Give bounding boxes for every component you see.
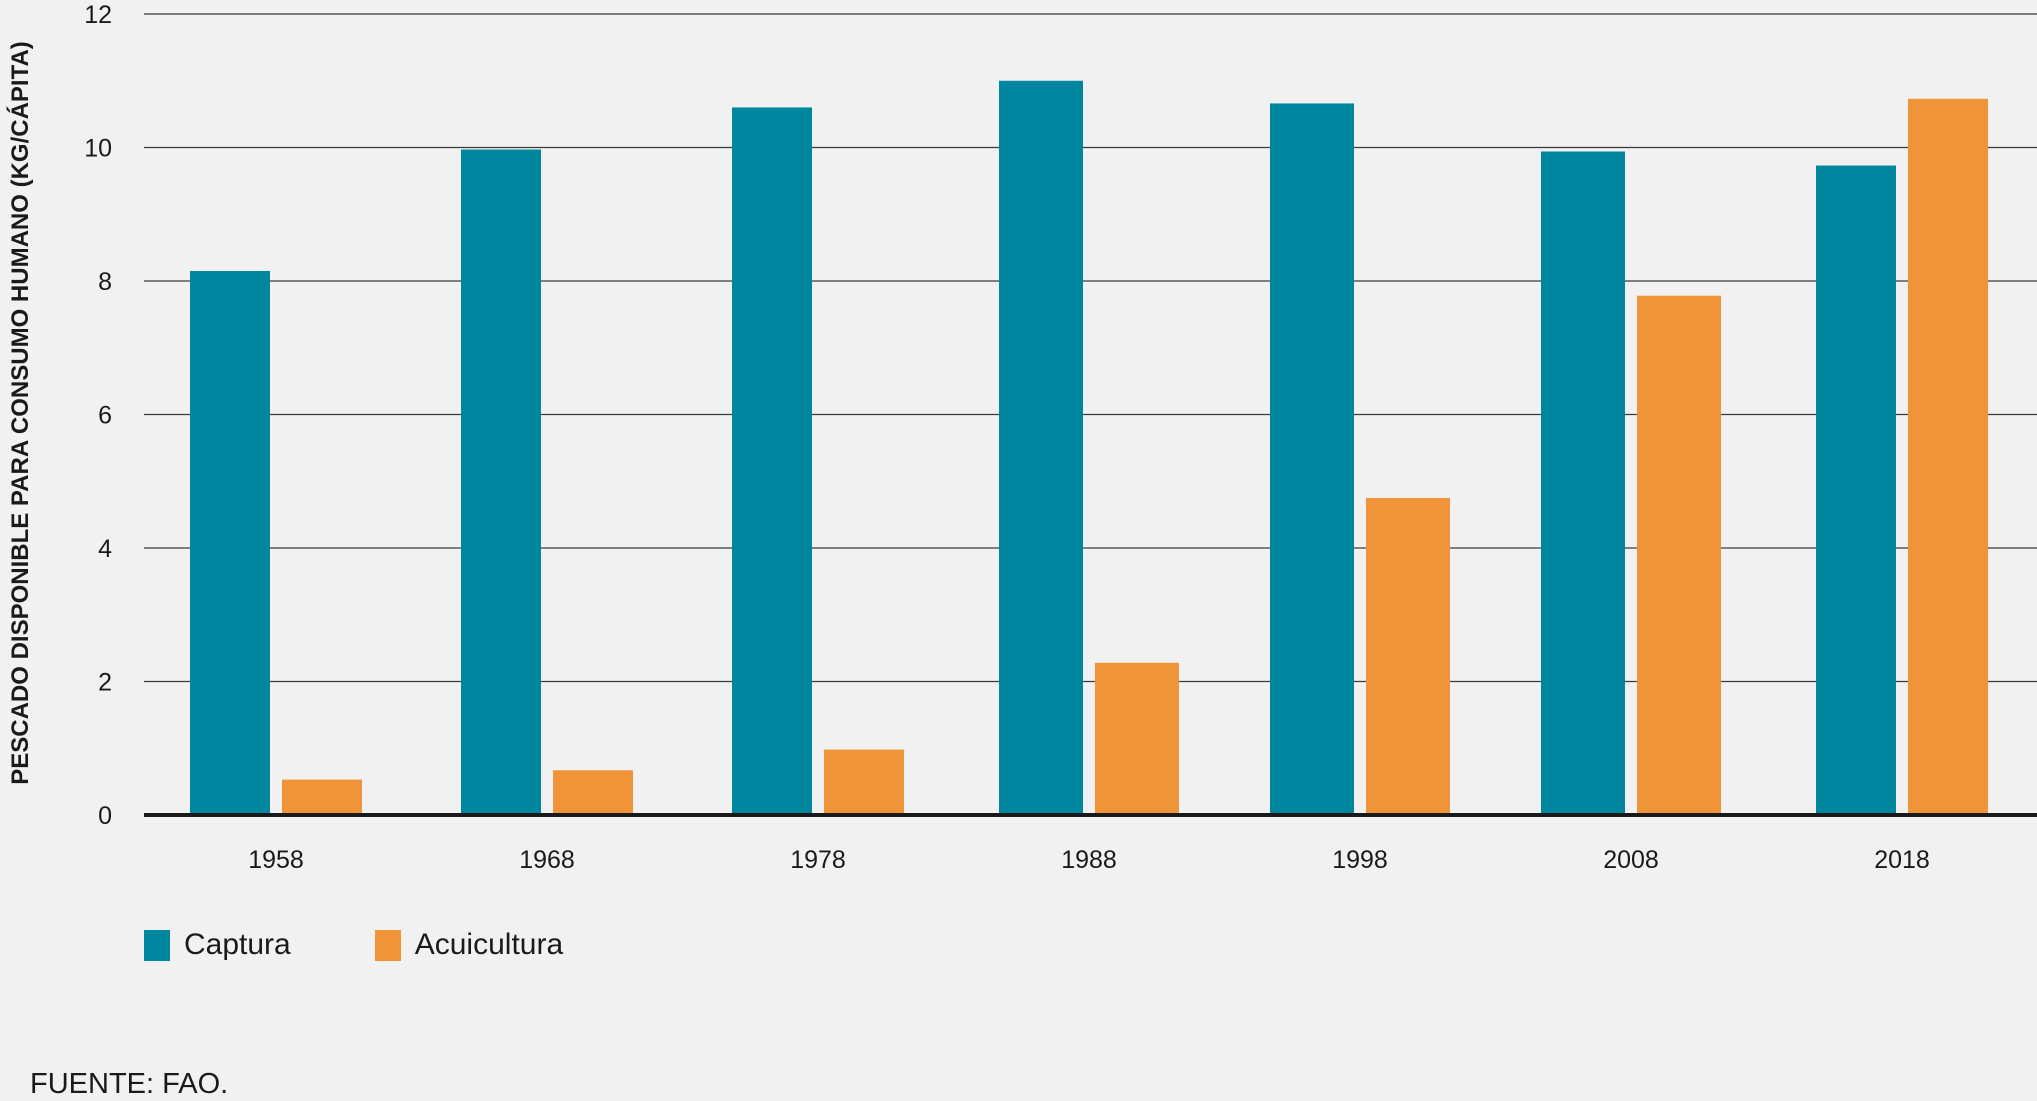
bars <box>190 80 1988 815</box>
legend-swatch-captura <box>144 929 170 961</box>
bar-captura-1968 <box>461 149 541 815</box>
bar-acuicultura-1978 <box>824 749 904 815</box>
bar-acuicultura-1968 <box>553 770 633 815</box>
bar-acuicultura-1958 <box>282 779 362 815</box>
y-tick-label: 2 <box>98 669 112 697</box>
x-tick-label: 1978 <box>790 846 846 874</box>
x-tick-label: 1968 <box>519 846 575 874</box>
bar-acuicultura-1998 <box>1366 497 1450 815</box>
y-tick-label: 6 <box>98 402 112 430</box>
y-tick-label: 0 <box>98 802 112 830</box>
bar-captura-1958 <box>190 270 270 815</box>
legend-item-captura: Captura <box>144 928 291 962</box>
y-tick-label: 12 <box>84 1 112 29</box>
x-tick-label: 1988 <box>1061 846 1117 874</box>
bar-captura-1998 <box>1270 103 1354 815</box>
bar-captura-2008 <box>1541 151 1625 815</box>
x-tick-label: 2018 <box>1874 846 1930 874</box>
legend-label-captura: Captura <box>184 928 291 961</box>
bar-acuicultura-2018 <box>1908 98 1988 815</box>
legend: Captura Acuicultura <box>144 928 647 962</box>
x-tick-label: 1958 <box>248 846 304 874</box>
y-tick-label: 4 <box>98 535 112 563</box>
x-tick-label: 2008 <box>1603 846 1659 874</box>
legend-label-acuicultura: Acuicultura <box>414 928 564 961</box>
bar-acuicultura-1988 <box>1095 662 1179 815</box>
y-tick-label: 8 <box>98 268 112 296</box>
y-axis-label: PESCADO DISPONIBLE PARA CONSUMO HUMANO (… <box>6 41 34 785</box>
bar-captura-2018 <box>1816 165 1896 815</box>
tick-labels: 0 2 4 6 8 10 12 1958 1968 1978 1988 1998 2008 2018 <box>84 1 1930 874</box>
x-tick-label: 1998 <box>1332 846 1388 874</box>
bar-captura-1978 <box>732 107 812 815</box>
legend-item-acuicultura: Acuicultura <box>374 928 564 962</box>
legend-swatch-acuicultura <box>374 929 401 961</box>
y-tick-label: 10 <box>84 135 112 163</box>
gridlines <box>144 13 2037 683</box>
bar-acuicultura-2008 <box>1637 295 1721 815</box>
bar-captura-1988 <box>999 80 1083 815</box>
source-note: FUENTE: FAO. <box>30 1068 229 1100</box>
